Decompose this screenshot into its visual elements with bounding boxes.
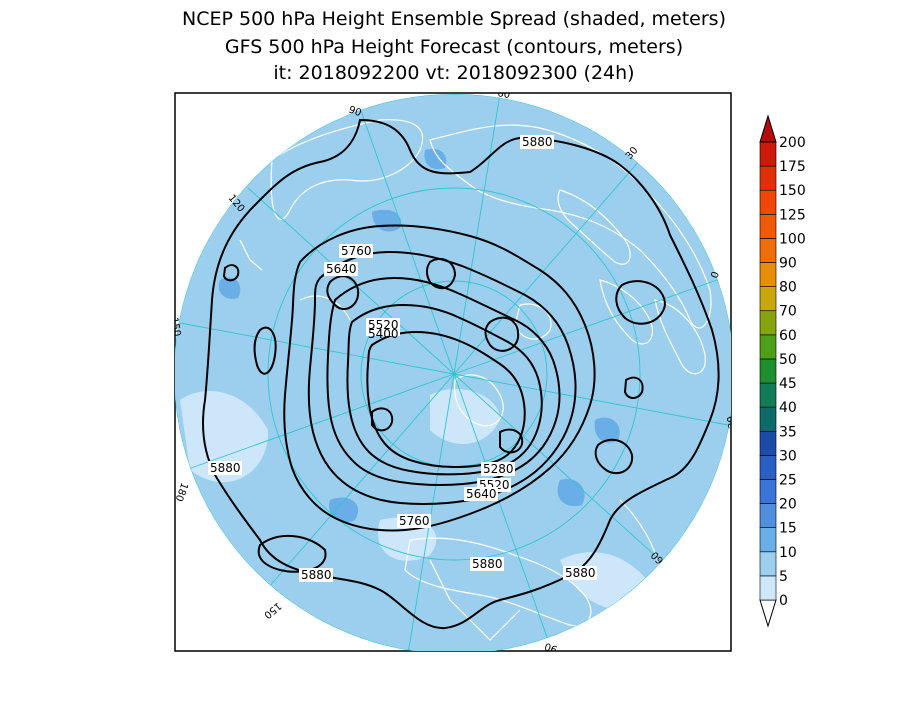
colorbar-label: 125: [779, 207, 806, 223]
svg-text:5880: 5880: [472, 557, 503, 571]
lon-label: 120: [393, 659, 414, 673]
lon-label: 0: [709, 270, 722, 280]
svg-text:5760: 5760: [399, 514, 430, 528]
lon-label: 180: [173, 481, 190, 503]
colorbar-label: 45: [779, 376, 797, 392]
contour-label: 5880: [208, 461, 242, 475]
colorbar-label: 60: [779, 328, 797, 344]
svg-text:5400: 5400: [368, 327, 399, 341]
lon-label: 60: [496, 88, 510, 101]
contour-label: 5280: [481, 462, 515, 476]
colorbar-label: 40: [779, 400, 797, 416]
colorbar-label: 80: [779, 280, 797, 296]
colorbar-segment: [759, 238, 777, 263]
colorbar-segment: [759, 310, 777, 336]
contour-label: 5880: [470, 557, 504, 571]
contour-label: 5880: [520, 135, 554, 149]
svg-text:5880: 5880: [522, 135, 553, 149]
colorbar-segment: [759, 214, 777, 239]
colorbar-segment: [759, 575, 777, 601]
colorbar-label: 100: [779, 231, 806, 247]
colorbar-segment: [759, 189, 777, 215]
colorbar-segment: [759, 503, 777, 528]
svg-text:5520: 5520: [368, 318, 399, 332]
title-line-2: GFS 500 hPa Height Forecast (contours, m…: [224, 36, 684, 58]
colorbar-label: 0: [779, 593, 788, 609]
colorbar-label: 10: [779, 545, 797, 561]
colorbar-label: 90: [779, 256, 797, 272]
colorbar-label: 150: [779, 183, 806, 199]
colorbar-over-triangle: [759, 114, 777, 143]
colorbar-label: 5: [779, 569, 788, 585]
colorbar-segment: [759, 262, 777, 287]
colorbar-label: 50: [779, 352, 797, 368]
contour-labels: 5880 5760 5640 5520 5400 5280 5520 5640 …: [208, 135, 597, 582]
colorbar-segment: [759, 430, 777, 456]
lon-label: 150: [168, 317, 182, 338]
lon-label: 30: [726, 415, 739, 429]
colorbar-label: 200: [779, 135, 806, 151]
colorbar-label: 175: [779, 159, 806, 175]
colorbar-segment: [759, 527, 777, 553]
colorbar-label: 70: [779, 304, 797, 320]
colorbar-label: 35: [779, 424, 797, 440]
contour-label: 5520: [366, 318, 400, 332]
colorbar-under-triangle: [759, 599, 777, 628]
colorbar-segment: [759, 455, 777, 480]
height-contours: [202, 118, 720, 630]
colorbar-segment: [759, 358, 777, 384]
colorbar-segment: [759, 334, 777, 360]
svg-text:5280: 5280: [483, 462, 514, 476]
colorbar-segment: [759, 165, 777, 191]
svg-text:5880: 5880: [301, 568, 332, 582]
contour-label: 5880: [299, 568, 333, 582]
svg-text:5880: 5880: [210, 461, 241, 475]
svg-text:5640: 5640: [326, 262, 357, 276]
colorbar-segment: [759, 479, 777, 504]
title-line-3: it: 2018092200 vt: 2018092300 (24h): [273, 62, 635, 84]
graticule: [175, 94, 731, 651]
svg-text:5880: 5880: [565, 566, 596, 580]
contour-label: 5880: [563, 566, 597, 580]
colorbar-segment: [759, 406, 777, 432]
svg-text:5760: 5760: [341, 244, 372, 258]
contour-label: 5640: [464, 487, 498, 501]
lon-label: 90: [543, 640, 559, 655]
colorbar-label: 20: [779, 497, 797, 513]
lon-label: 90: [347, 104, 363, 119]
colorbar-segment: [759, 551, 777, 577]
colorbar-label: 15: [779, 521, 797, 537]
contour-label: 5640: [324, 262, 358, 276]
colorbar-label: 30: [779, 448, 797, 464]
colorbar-segment: [759, 141, 777, 167]
colorbar: 0 5 10 15 20 25 30 35 40 45 50 60 70 80 90 100 125 150 175…: [759, 114, 806, 628]
contour-label: 5400: [366, 327, 400, 341]
svg-text:5640: 5640: [466, 487, 497, 501]
title-line-1: NCEP 500 hPa Height Ensemble Spread (sha…: [182, 8, 726, 30]
colorbar-label: 25: [779, 472, 797, 488]
contour-label: 5760: [397, 514, 431, 528]
colorbar-segment: [759, 382, 777, 408]
colorbar-segment: [759, 286, 777, 312]
coastlines: [239, 119, 712, 641]
contour-label: 5760: [339, 244, 373, 258]
